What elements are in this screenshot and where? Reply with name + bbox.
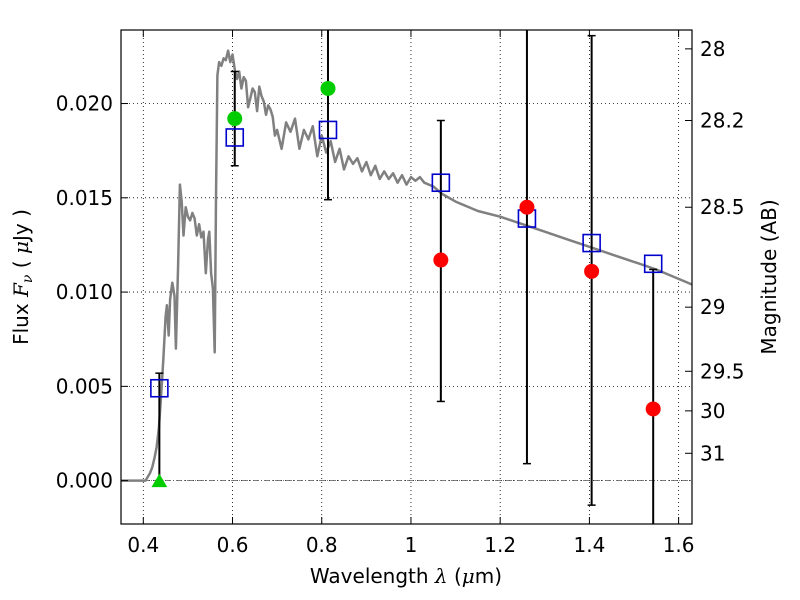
right-tick-label: 29	[700, 295, 725, 319]
error-bar-layer	[155, 30, 657, 524]
right-tick-label: 28	[700, 37, 725, 61]
right-tick-label: 28.2	[700, 109, 745, 133]
grid	[121, 30, 692, 524]
x-tick-label: 0.4	[127, 533, 159, 557]
model-sed-line	[121, 51, 692, 481]
detection-point	[227, 111, 242, 126]
detection-point	[320, 81, 335, 96]
marker-layer	[151, 81, 662, 487]
y-tick-label: 0.000	[56, 469, 113, 493]
right-tick-label: 29.5	[700, 359, 745, 383]
low-snr-point	[519, 200, 534, 215]
y-tick-label: 0.005	[56, 374, 113, 398]
plot-frame	[121, 30, 692, 524]
low-snr-point	[646, 401, 661, 416]
x-tick-label: 1.2	[484, 533, 516, 557]
x-tick-label: 0.6	[217, 533, 249, 557]
right-tick-label: 31	[700, 441, 725, 465]
y-tick-label: 0.015	[56, 186, 113, 210]
low-snr-point	[584, 264, 599, 279]
x-axis-label: Wavelength λ (μm)	[310, 564, 502, 588]
y-axis-label-right: Magnitude (AB)	[757, 199, 781, 354]
y-tick-label: 0.010	[56, 280, 113, 304]
x-tick-label: 0.8	[306, 533, 338, 557]
y-axis-label-left: Flux Fν ( μJy )	[9, 209, 36, 345]
right-tick-label: 28.5	[700, 195, 745, 219]
y-tick-label: 0.020	[56, 92, 113, 116]
x-tick-label: 1.6	[663, 533, 695, 557]
x-tick-label: 1.4	[573, 533, 605, 557]
right-tick-label: 30	[700, 399, 725, 423]
low-snr-point	[433, 253, 448, 268]
model-sed-layer	[121, 51, 692, 481]
sed-chart: 0.4 0.6 0.8 1 1.2 1.4 1.6 0.000 0.005 0.010 0.015 0…	[0, 0, 800, 600]
x-tick-label: 1	[405, 533, 418, 557]
